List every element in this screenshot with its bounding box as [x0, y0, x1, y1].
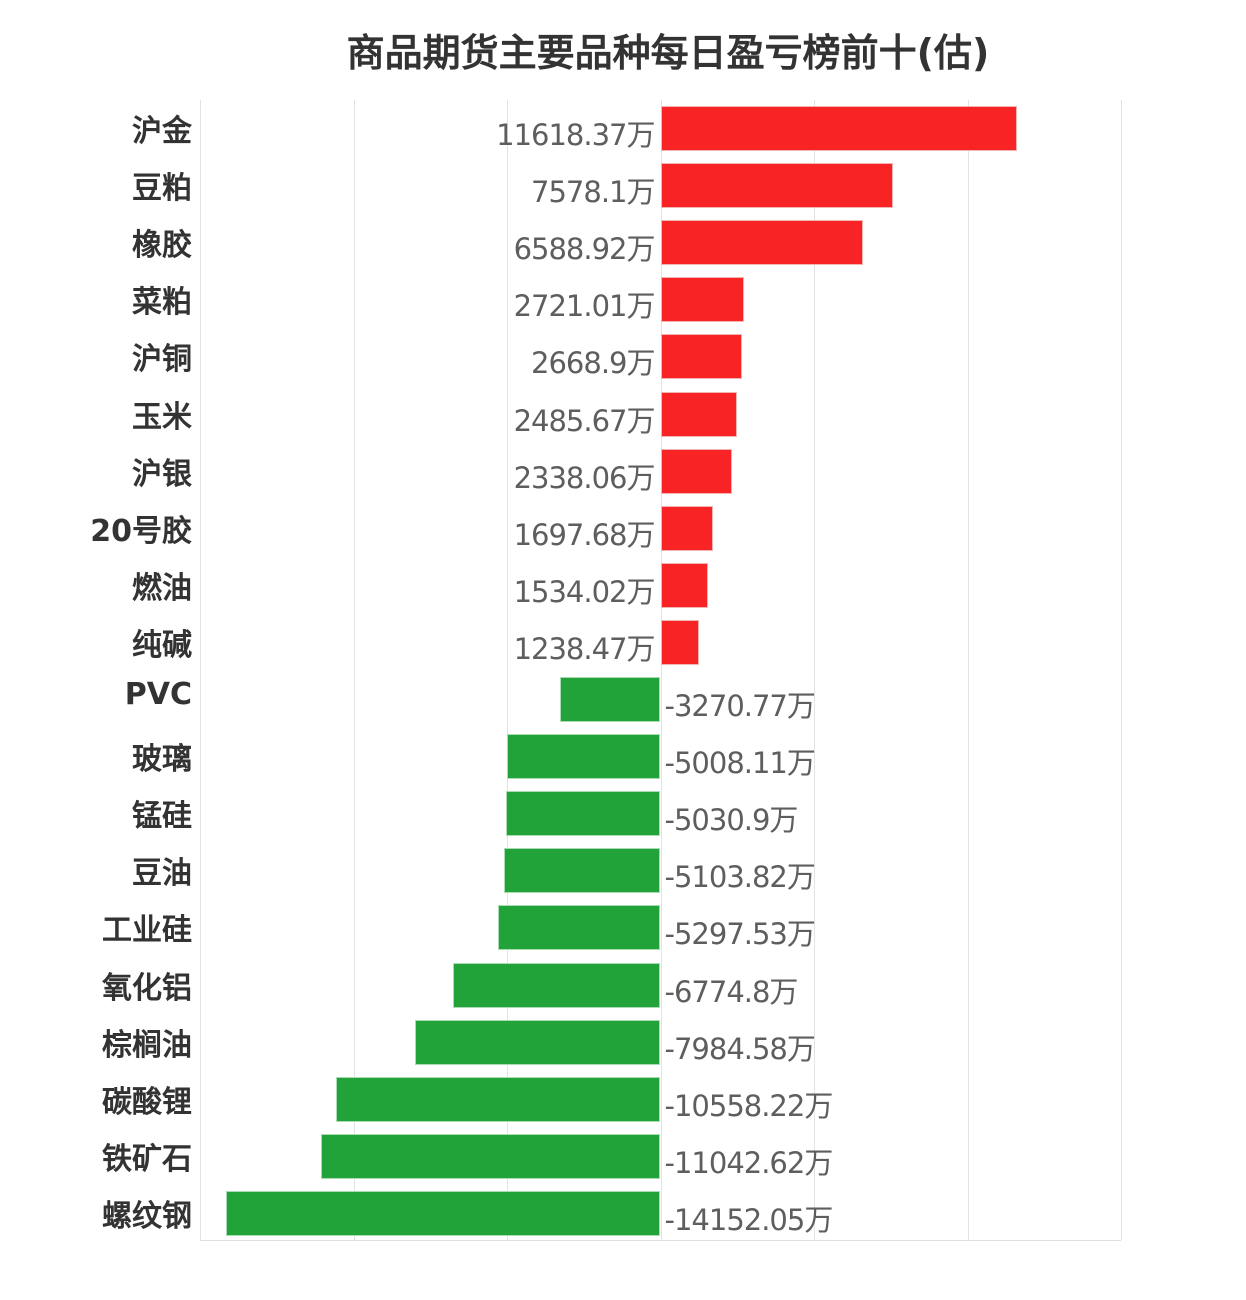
bar-row: 沪金 11618.37万 — [0, 100, 1246, 157]
value-label: 2338.06万 — [513, 460, 656, 495]
gridline — [660, 100, 662, 1240]
value-label: 11618.37万 — [496, 118, 655, 152]
category-label: 棕榈油 — [102, 1027, 192, 1063]
value-label: 7578.1万 — [531, 175, 655, 210]
bar-row: 燃油 1534.02万 — [0, 557, 1246, 614]
loss-bar[interactable] — [452, 962, 661, 1008]
bar-row: 豆粕 7578.1万 — [0, 157, 1246, 214]
value-label: 2485.67万 — [513, 403, 656, 438]
loss-bar[interactable] — [497, 905, 661, 951]
bar-row: 玉米 2485.67万 — [0, 386, 1246, 443]
profit-bar[interactable] — [660, 334, 743, 380]
category-label: PVC — [124, 677, 192, 712]
loss-bar[interactable] — [226, 1190, 661, 1236]
value-label: 1238.47万 — [513, 631, 656, 666]
value-label: -7984.58万 — [664, 1031, 816, 1066]
category-label: 豆油 — [132, 856, 192, 892]
bar-row: 工业硅 -5297.53万 — [0, 899, 1246, 956]
value-label: 1697.68万 — [513, 517, 656, 552]
loss-bar[interactable] — [321, 1133, 661, 1179]
value-label: 2668.9万 — [531, 346, 655, 381]
category-label: 菜粕 — [132, 285, 192, 321]
profit-bar[interactable] — [660, 277, 745, 323]
loss-bar[interactable] — [506, 791, 661, 837]
category-label: 纯碱 — [132, 627, 192, 663]
plot-area — [200, 100, 1122, 1241]
category-label: 玻璃 — [132, 742, 192, 778]
value-label: -3270.77万 — [664, 689, 816, 723]
value-label: -5008.11万 — [664, 746, 816, 781]
value-label: 6588.92万 — [513, 232, 656, 267]
value-label: -5103.82万 — [664, 860, 816, 895]
chart-title: 商品期货主要品种每日盈亏榜前十(估) — [346, 31, 990, 75]
category-label: 橡胶 — [132, 228, 192, 264]
value-label: 1534.02万 — [513, 574, 656, 609]
bar-row: 沪银 2338.06万 — [0, 443, 1246, 500]
category-label: 沪银 — [132, 456, 192, 492]
bar-row: 螺纹钢 -14152.05万 — [0, 1185, 1246, 1242]
bar-row: 豆油 -5103.82万 — [0, 842, 1246, 899]
category-label: 工业硅 — [102, 913, 192, 949]
profit-bar[interactable] — [660, 391, 737, 437]
category-label: 螺纹钢 — [102, 1198, 192, 1234]
category-label: 豆粕 — [132, 171, 192, 207]
gridline — [507, 100, 508, 1240]
category-label: 氧化铝 — [102, 970, 192, 1006]
loss-bar[interactable] — [506, 734, 661, 780]
loss-bar[interactable] — [336, 1076, 661, 1122]
profit-bar[interactable] — [660, 505, 713, 551]
category-label: 沪铜 — [132, 342, 192, 378]
bar-row: 碳酸锂 -10558.22万 — [0, 1071, 1246, 1128]
value-label: -14152.05万 — [664, 1202, 834, 1237]
profit-bar[interactable] — [660, 220, 863, 266]
profit-bar[interactable] — [660, 448, 733, 494]
bar-row: 玻璃 -5008.11万 — [0, 728, 1246, 785]
bar-row: 沪铜 2668.9万 — [0, 328, 1246, 385]
bar-row: 棕榈油 -7984.58万 — [0, 1014, 1246, 1071]
value-label: -6774.8万 — [664, 974, 799, 1009]
bar-row: 纯碱 1238.47万 — [0, 614, 1246, 671]
bar-row: 铁矿石 -11042.62万 — [0, 1128, 1246, 1185]
loss-bar[interactable] — [503, 848, 661, 894]
profit-bar[interactable] — [660, 619, 699, 665]
category-label: 碳酸锂 — [102, 1084, 192, 1120]
category-label: 铁矿石 — [102, 1141, 192, 1177]
category-label: 锰硅 — [132, 799, 192, 835]
value-label: -11042.62万 — [664, 1145, 834, 1180]
value-label: -5297.53万 — [664, 917, 816, 952]
profit-bar[interactable] — [660, 562, 708, 608]
profit-bar[interactable] — [660, 106, 1018, 151]
bar-row: 20号胶 1697.68万 — [0, 500, 1246, 557]
loss-bar[interactable] — [560, 677, 661, 722]
bar-row: 氧化铝 -6774.8万 — [0, 957, 1246, 1014]
bar-row: 菜粕 2721.01万 — [0, 271, 1246, 328]
gridline — [814, 100, 815, 1240]
bar-row: PVC -3270.77万 — [0, 671, 1246, 728]
value-label: -10558.22万 — [664, 1088, 834, 1123]
category-label: 玉米 — [132, 399, 192, 435]
category-label: 20号胶 — [90, 513, 192, 549]
category-label: 沪金 — [132, 114, 192, 149]
loss-bar[interactable] — [415, 1019, 661, 1065]
bar-row: 锰硅 -5030.9万 — [0, 785, 1246, 842]
gridline — [967, 100, 969, 1240]
gridline — [353, 100, 355, 1240]
value-label: 2721.01万 — [513, 289, 656, 324]
gridline — [1121, 100, 1122, 1240]
bar-row: 橡胶 6588.92万 — [0, 214, 1246, 271]
profit-bar[interactable] — [660, 163, 894, 209]
gridline — [200, 100, 201, 1240]
category-label: 燃油 — [132, 570, 192, 606]
value-label: -5030.9万 — [664, 803, 799, 838]
